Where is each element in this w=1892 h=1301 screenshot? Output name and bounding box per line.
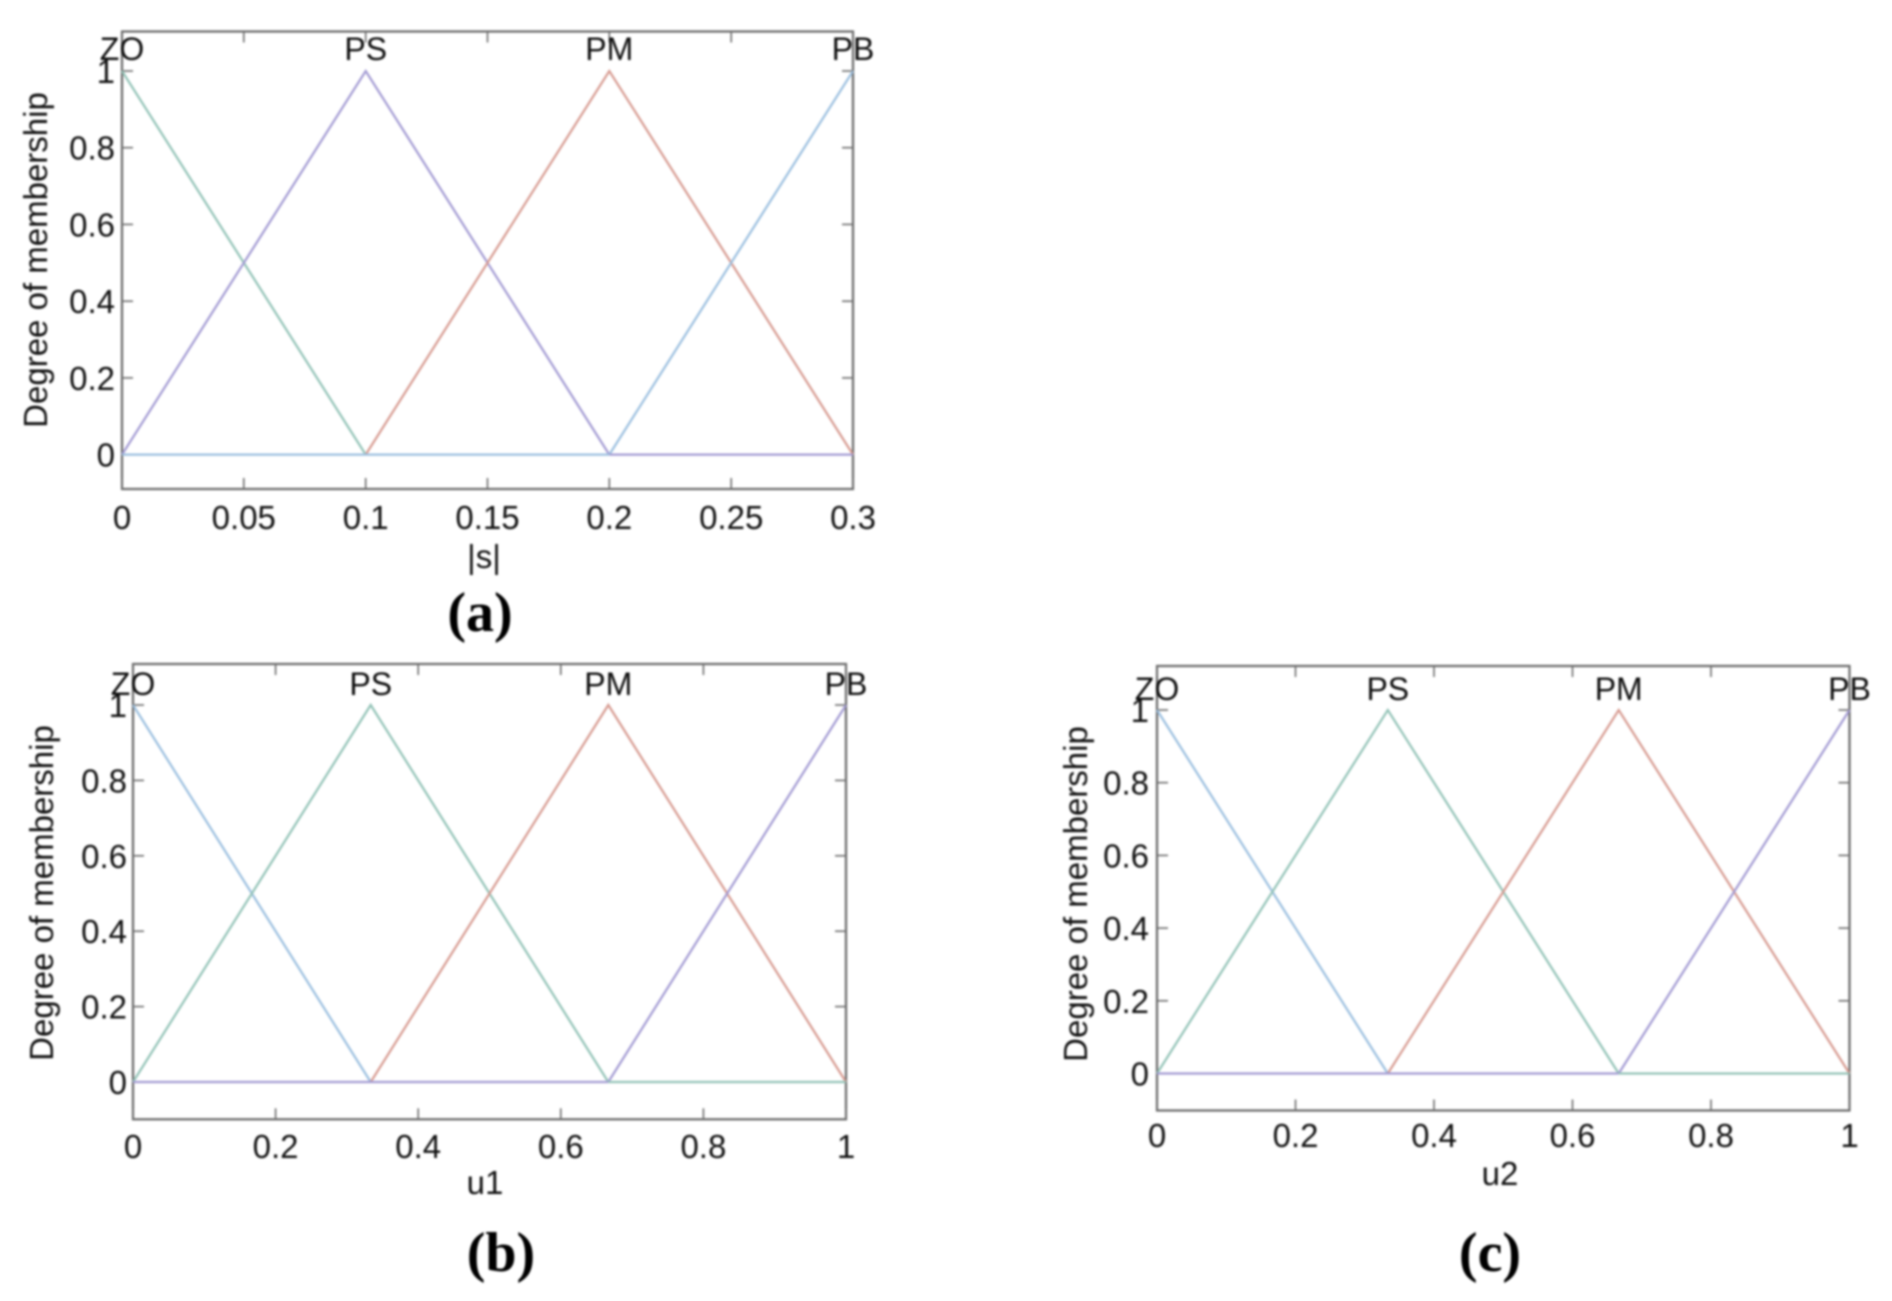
svg-text:PM: PM [1595, 671, 1643, 707]
svg-text:0: 0 [124, 1128, 142, 1165]
svg-text:PM: PM [585, 31, 633, 67]
svg-text:0.4: 0.4 [69, 283, 115, 320]
svg-text:PB: PB [1828, 671, 1871, 707]
svg-text:|s|: |s| [467, 538, 501, 575]
svg-text:0.4: 0.4 [1103, 910, 1149, 947]
svg-text:0.2: 0.2 [1103, 983, 1149, 1020]
svg-text:u1: u1 [467, 1164, 504, 1201]
svg-text:ZO: ZO [100, 31, 144, 67]
svg-text:0.6: 0.6 [1103, 837, 1149, 874]
svg-text:PS: PS [349, 666, 392, 702]
svg-text:ZO: ZO [111, 666, 155, 702]
svg-text:0.05: 0.05 [212, 499, 276, 536]
svg-text:0: 0 [1131, 1056, 1149, 1093]
svg-text:0.4: 0.4 [81, 913, 127, 950]
svg-text:(c): (c) [1459, 1222, 1521, 1284]
svg-text:1: 1 [109, 687, 127, 724]
svg-text:0.8: 0.8 [1103, 765, 1149, 802]
svg-text:0.15: 0.15 [455, 499, 519, 536]
svg-text:1: 1 [1840, 1117, 1858, 1154]
svg-text:Degree of membership: Degree of membership [17, 92, 54, 428]
svg-text:0.6: 0.6 [69, 206, 115, 243]
svg-text:PM: PM [584, 666, 632, 702]
svg-text:ZO: ZO [1135, 671, 1179, 707]
svg-text:(b): (b) [467, 1222, 535, 1284]
svg-text:0.4: 0.4 [1411, 1117, 1457, 1154]
svg-text:0.25: 0.25 [699, 499, 763, 536]
svg-text:0: 0 [1148, 1117, 1166, 1154]
svg-text:Degree of membership: Degree of membership [1057, 726, 1094, 1062]
svg-text:0.1: 0.1 [343, 499, 389, 536]
svg-text:0.8: 0.8 [81, 762, 127, 799]
svg-text:PB: PB [825, 666, 868, 702]
svg-text:0: 0 [109, 1064, 127, 1101]
svg-text:u2: u2 [1482, 1155, 1519, 1192]
svg-text:0.2: 0.2 [69, 360, 115, 397]
svg-text:0.2: 0.2 [586, 499, 632, 536]
svg-text:0.8: 0.8 [69, 130, 115, 167]
svg-text:1: 1 [1131, 692, 1149, 729]
svg-text:1: 1 [837, 1128, 855, 1165]
svg-text:PS: PS [1366, 671, 1409, 707]
svg-text:0.2: 0.2 [81, 989, 127, 1026]
svg-text:0.2: 0.2 [1273, 1117, 1319, 1154]
svg-text:PB: PB [832, 31, 875, 67]
svg-text:0: 0 [113, 499, 131, 536]
svg-text:0.8: 0.8 [680, 1128, 726, 1165]
svg-text:0.4: 0.4 [395, 1128, 441, 1165]
svg-text:0.8: 0.8 [1688, 1117, 1734, 1154]
svg-text:0.6: 0.6 [81, 838, 127, 875]
svg-text:(a): (a) [447, 582, 512, 644]
svg-text:0.2: 0.2 [253, 1128, 299, 1165]
svg-text:0.6: 0.6 [538, 1128, 584, 1165]
svg-text:0.3: 0.3 [830, 499, 876, 536]
svg-text:1: 1 [97, 53, 115, 90]
svg-text:0: 0 [97, 437, 115, 474]
svg-text:0.6: 0.6 [1550, 1117, 1596, 1154]
svg-text:Degree of membership: Degree of membership [23, 725, 60, 1061]
svg-text:PS: PS [344, 31, 387, 67]
